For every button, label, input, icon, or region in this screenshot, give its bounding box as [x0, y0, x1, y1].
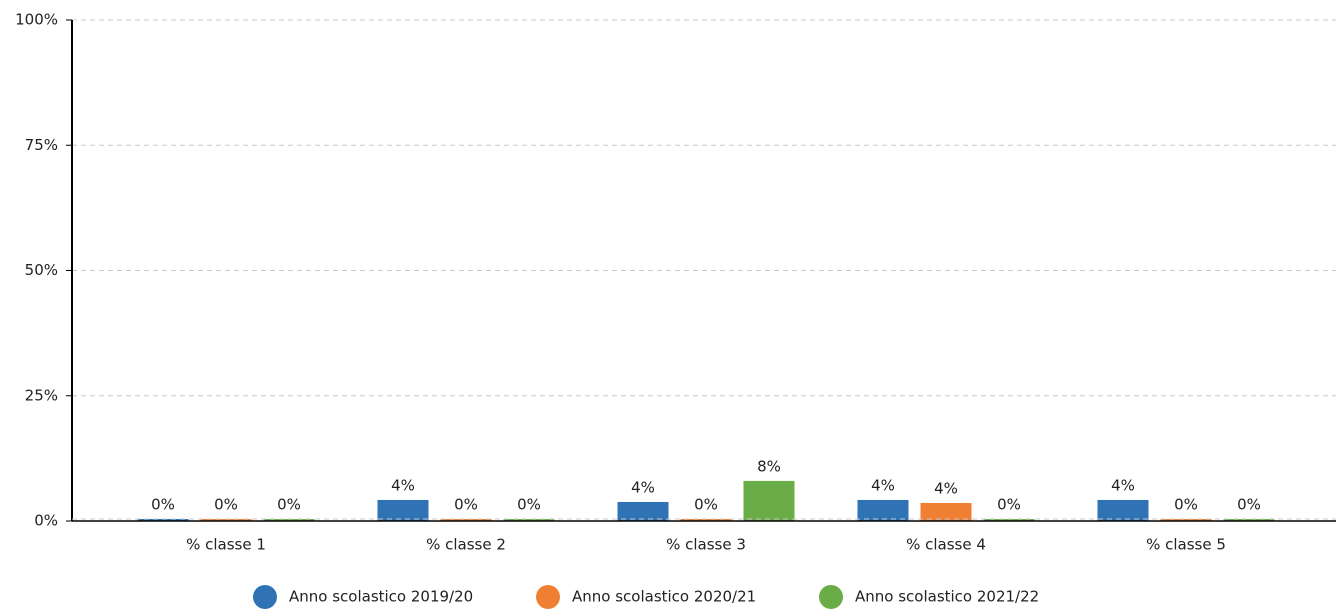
- data-label: 8%: [757, 457, 781, 475]
- bar: [503, 519, 555, 521]
- data-label: 4%: [871, 476, 895, 494]
- data-label: 0%: [214, 496, 238, 514]
- y-tick-label: 0%: [34, 512, 58, 530]
- y-tick-label: 100%: [15, 11, 58, 29]
- legend-label: Anno scolastico 2020/21: [572, 588, 756, 606]
- data-label: 0%: [1237, 496, 1261, 514]
- bar: [743, 480, 795, 521]
- legend-marker: [253, 585, 277, 609]
- bar: [377, 499, 429, 521]
- legend-marker: [819, 585, 843, 609]
- bar: [983, 519, 1035, 521]
- legend-marker: [536, 585, 560, 609]
- data-label: 0%: [1174, 496, 1198, 514]
- data-label: 0%: [997, 496, 1021, 514]
- data-label: 0%: [694, 496, 718, 514]
- data-label: 0%: [277, 496, 301, 514]
- x-tick-label: % classe 1: [186, 536, 266, 554]
- x-tick-label: % classe 2: [426, 536, 506, 554]
- legend-label: Anno scolastico 2019/20: [289, 588, 473, 606]
- data-label: 0%: [151, 496, 175, 514]
- data-label: 4%: [934, 479, 958, 497]
- data-label: 4%: [631, 478, 655, 496]
- bar: [1223, 519, 1275, 521]
- data-label: 4%: [1111, 476, 1135, 494]
- bar: [1160, 519, 1212, 521]
- legend-label: Anno scolastico 2021/22: [855, 588, 1039, 606]
- data-label: 0%: [517, 496, 541, 514]
- y-tick-label: 50%: [25, 261, 58, 279]
- data-label: 0%: [454, 496, 478, 514]
- bar: [263, 519, 315, 521]
- y-tick-label: 75%: [25, 136, 58, 154]
- data-label: 4%: [391, 476, 415, 494]
- bar: [617, 501, 669, 521]
- bar: [1097, 499, 1149, 521]
- bar: [857, 499, 909, 521]
- bar: [920, 502, 972, 521]
- bar: [440, 519, 492, 521]
- x-tick-label: % classe 3: [666, 536, 746, 554]
- x-tick-label: % classe 4: [906, 536, 986, 554]
- x-tick-label: % classe 5: [1146, 536, 1226, 554]
- bar: [137, 519, 189, 521]
- bar: [680, 519, 732, 521]
- bar: [200, 519, 252, 521]
- y-tick-label: 25%: [25, 386, 58, 404]
